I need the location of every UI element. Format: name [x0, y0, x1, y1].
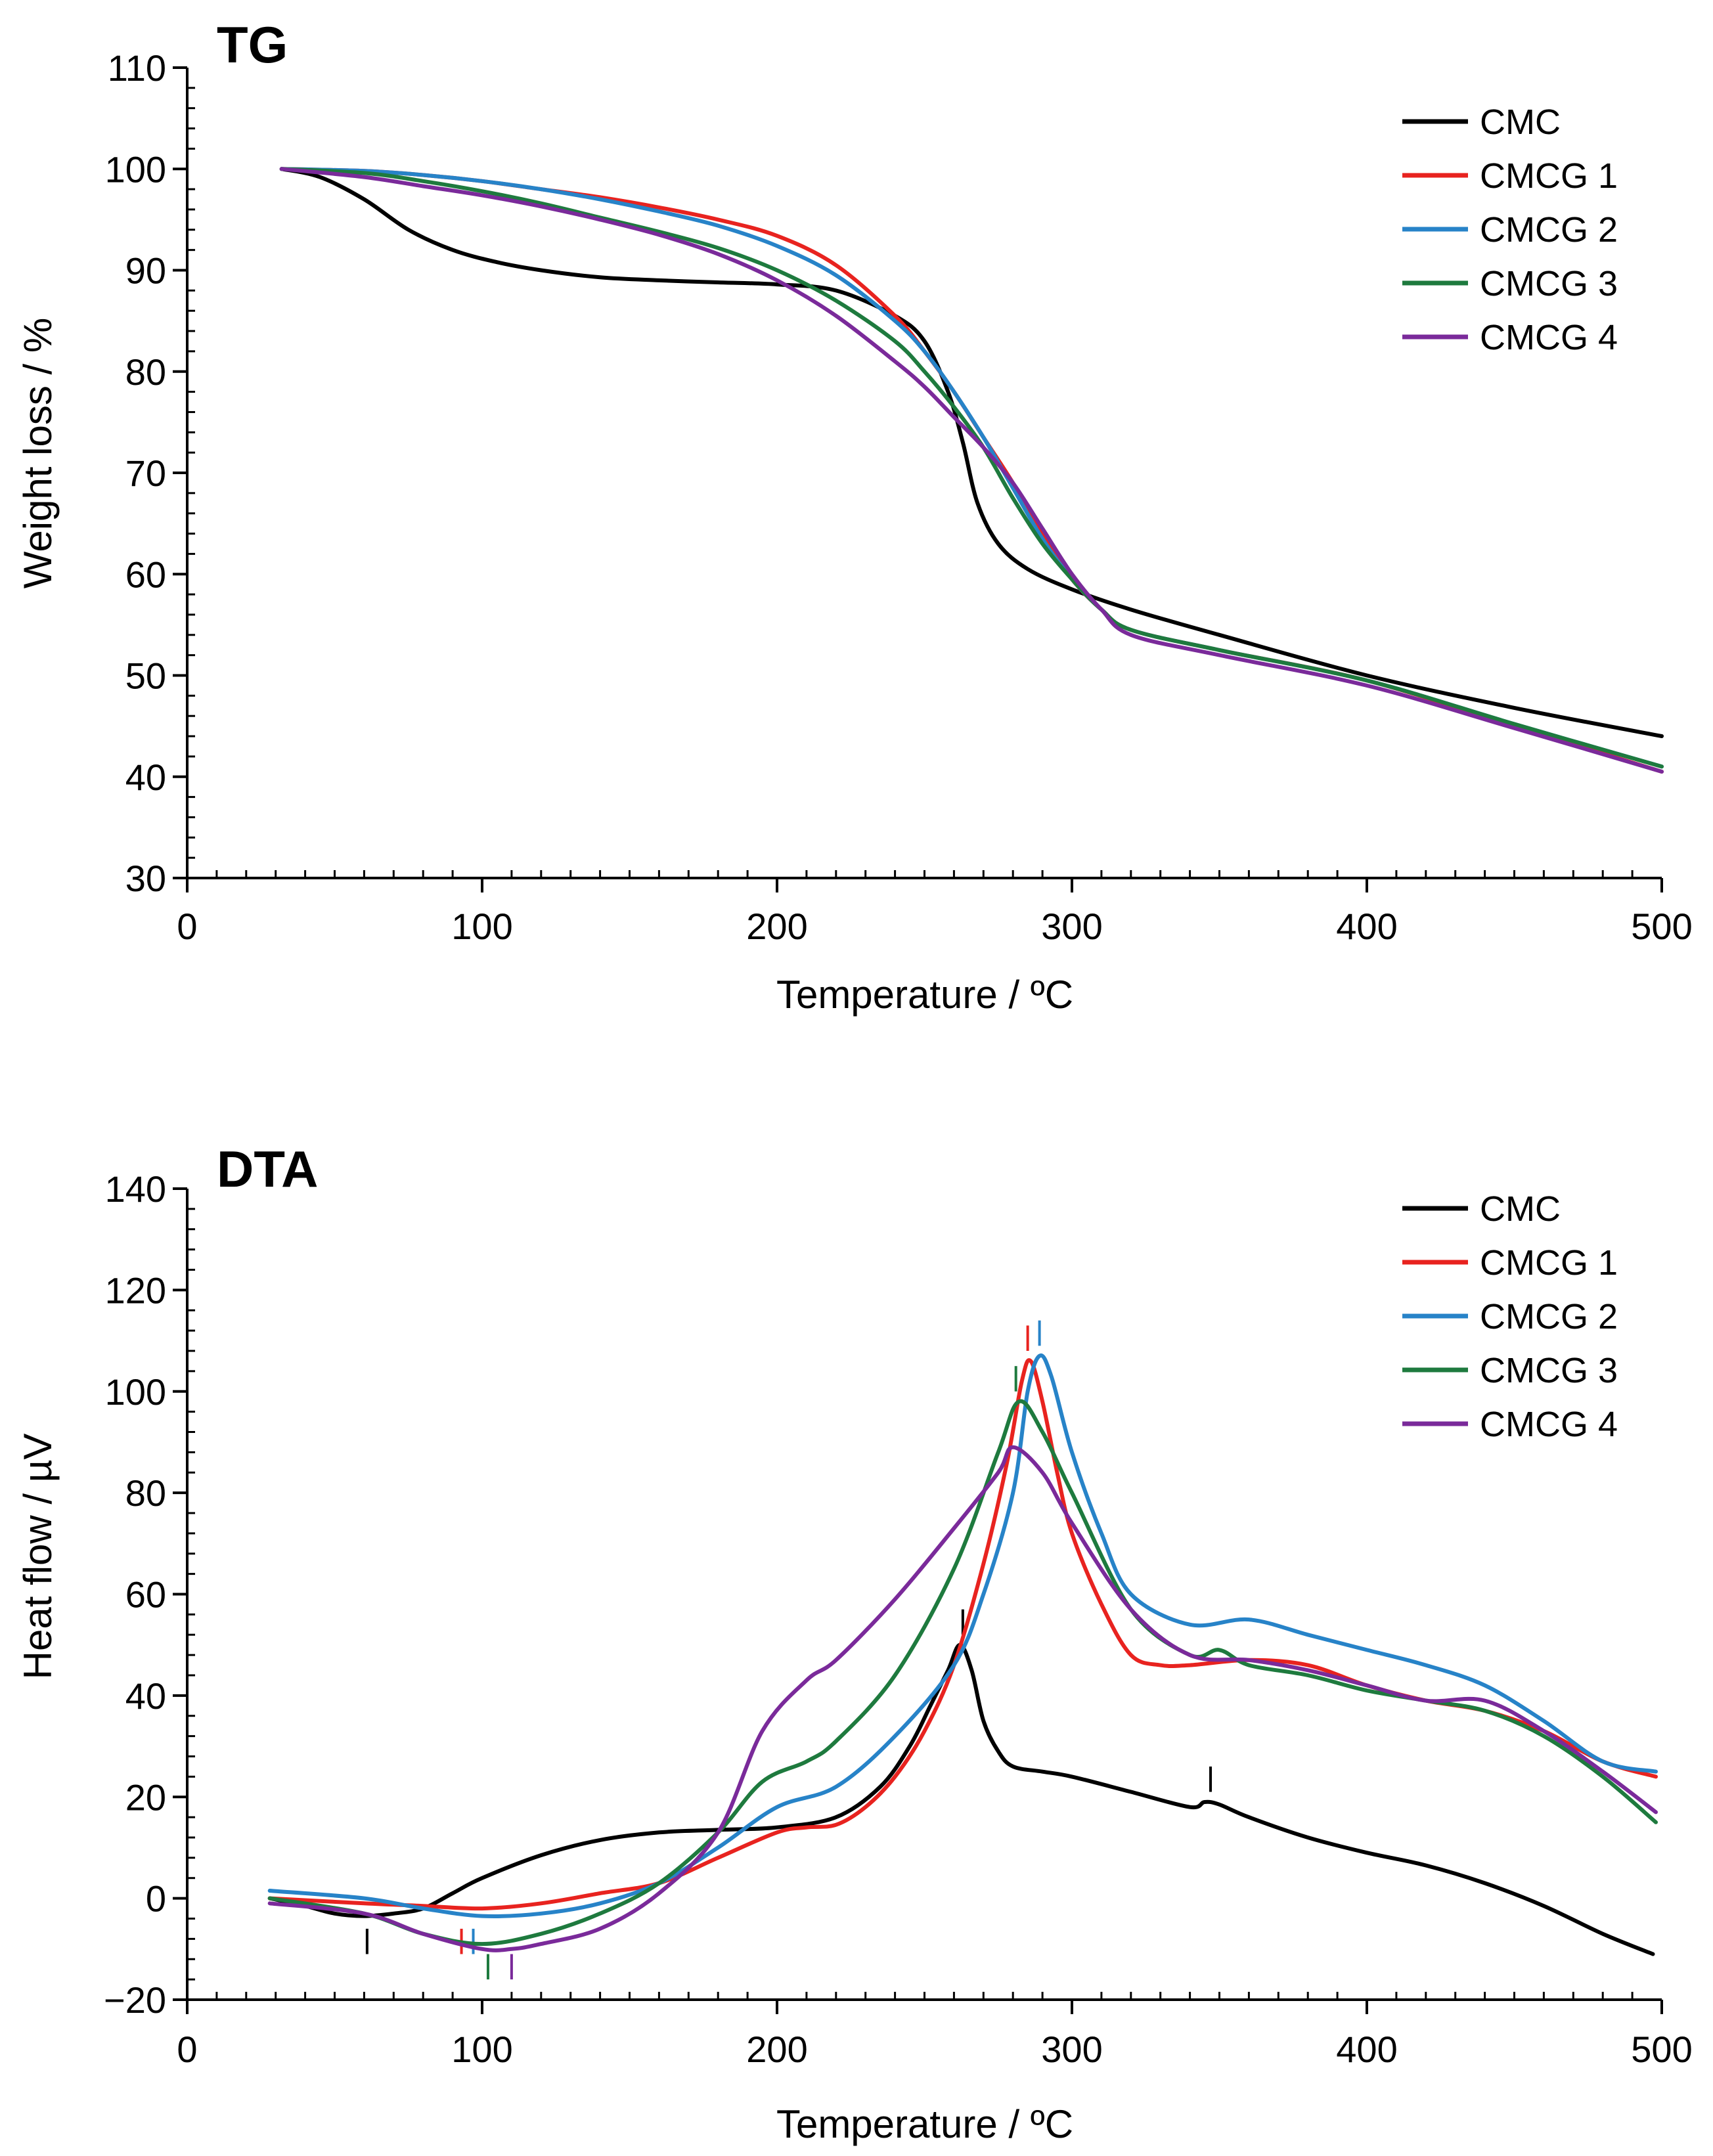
tg-legend-label-cmcg-1: CMCG 1: [1480, 156, 1618, 196]
tg-x-tick-label: 200: [746, 906, 807, 947]
dta-legend-label-cmcg-2: CMCG 2: [1480, 1297, 1618, 1336]
tg-y-tick-label: 110: [108, 47, 166, 89]
tg-y-tick-label: 30: [125, 858, 166, 899]
dta-y-tick-label: 120: [105, 1269, 166, 1311]
tg-axes: 30 40 50 60 70 80 90 100 110 0 100 200 300 400 500: [105, 47, 1693, 947]
tg-legend-label-cmc: CMC: [1480, 102, 1561, 142]
tg-title: TG: [217, 16, 288, 74]
tg-y-tick-label: 60: [125, 554, 166, 595]
dta-x-tick-label: 500: [1631, 2029, 1692, 2070]
tg-x-axis-label: Temperature / ºC: [776, 973, 1073, 1017]
tg-y-tick-label: 100: [105, 148, 166, 190]
dta-legend-label-cmcg-1: CMCG 1: [1480, 1243, 1618, 1283]
tg-y-tick-label: 90: [125, 250, 166, 292]
tg-series-cmcg-3: [279, 167, 1664, 769]
dta-legend-label-cmcg-3: CMCG 3: [1480, 1351, 1618, 1390]
dta-legend: CMC CMCG 1 CMCG 2 CMCG 3 CMCG 4: [1402, 1189, 1618, 1444]
dta-title: DTA: [217, 1140, 319, 1198]
dta-y-tick-label: 0: [146, 1878, 166, 1920]
dta-legend-label-cmcg-4: CMCG 4: [1480, 1405, 1618, 1444]
dta-y-tick-label: 100: [105, 1371, 166, 1413]
dta-series-cmcg-1: [267, 1358, 1658, 1911]
dta-y-axis-label: Heat flow / µV: [16, 1434, 60, 1680]
tg-y-tick-label: 70: [125, 452, 166, 494]
dta-x-axis-label: Temperature / ºC: [776, 2102, 1073, 2146]
tg-legend-label-cmcg-3: CMCG 3: [1480, 264, 1618, 303]
dta-series: [267, 1353, 1658, 1956]
dta-x-tick-label: 200: [746, 2029, 807, 2070]
dta-series-cmcg-4: [267, 1445, 1658, 1952]
tg-legend-label-cmcg-2: CMCG 2: [1480, 210, 1618, 250]
tg-y-tick-label: 80: [125, 351, 166, 393]
dta-legend-label-cmc: CMC: [1480, 1189, 1561, 1229]
tg-legend: CMC CMCG 1 CMCG 2 CMCG 3 CMCG 4: [1402, 102, 1618, 357]
dta-y-tick-label: 140: [105, 1168, 166, 1210]
dta-y-tick-label: 20: [125, 1776, 166, 1818]
dta-x-tick-label: 400: [1336, 2029, 1397, 2070]
dta-y-tick-label: 80: [125, 1472, 166, 1514]
dta-series-cmcg-2: [267, 1353, 1658, 1919]
tg-series: [279, 167, 1664, 774]
dta-y-tick-label: 60: [125, 1574, 166, 1616]
tg-series-cmc: [279, 167, 1664, 738]
tg-y-tick-label: 40: [125, 757, 166, 798]
tg-chart: TG Weight loss / % Temperature / ºC 30 40…: [16, 16, 1693, 1017]
tg-x-tick-label: 100: [451, 906, 512, 947]
tg-y-axis-label: Weight loss / %: [16, 318, 60, 588]
dta-peak-markers: [365, 1320, 1212, 1980]
tg-x-tick-label: 400: [1336, 906, 1397, 947]
dta-series-cmcg-3: [267, 1399, 1658, 1947]
dta-y-tick-label: −20: [104, 1979, 166, 2021]
tg-x-tick-label: 0: [177, 906, 197, 947]
dta-y-tick-label: 40: [125, 1675, 166, 1717]
tg-series-cmcg-4: [279, 167, 1664, 774]
dta-x-tick-label: 300: [1041, 2029, 1102, 2070]
tg-y-tick-label: 50: [125, 655, 166, 697]
tg-x-tick-label: 500: [1631, 906, 1692, 947]
tg-legend-label-cmcg-4: CMCG 4: [1480, 318, 1618, 357]
dta-x-tick-label: 0: [177, 2029, 197, 2070]
tg-x-tick-label: 300: [1041, 906, 1102, 947]
dta-chart: DTA Heat flow / µV Temperature / ºC −20 0…: [16, 1140, 1693, 2146]
dta-axes: −20 0 20 40 60 80 100 120 140 0 100 200 300 400 500: [104, 1168, 1693, 2070]
dta-x-tick-label: 100: [451, 2029, 512, 2070]
